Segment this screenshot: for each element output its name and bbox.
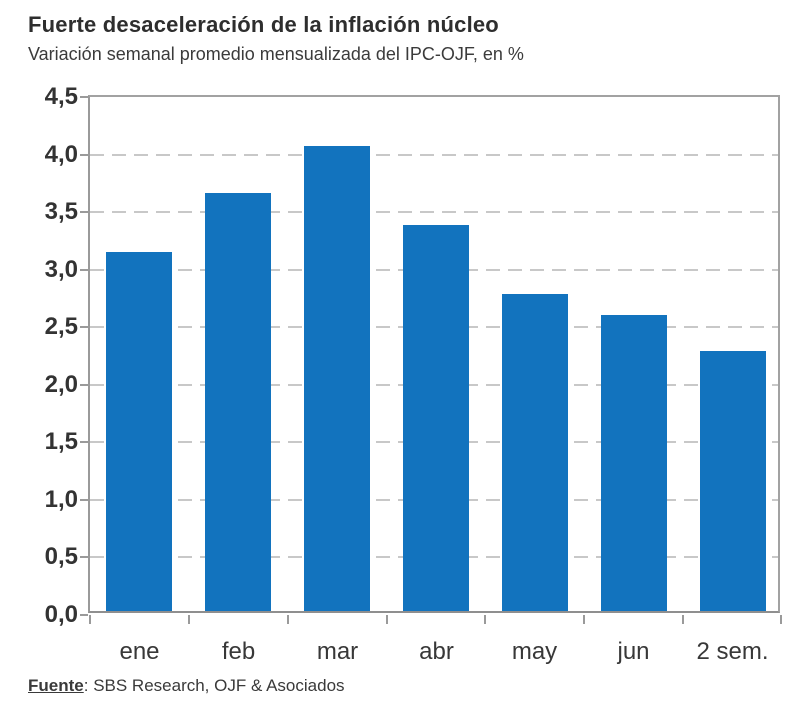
x-tick-label: may (511, 638, 558, 665)
gridline (90, 211, 778, 214)
y-axis-tick (80, 153, 88, 156)
y-axis-tick (80, 556, 88, 559)
x-tick-label: jun (617, 638, 650, 665)
bar-chart-plot-area: 0,0 0,5 1,0 1,5 2,0 2,5 3,0 3,5 4,0 4,5 ene feb mar a… (45, 85, 782, 665)
x-tick-label: feb (221, 638, 256, 665)
y-tick-label: 3,5 (44, 198, 78, 226)
x-axis-tick (89, 615, 91, 624)
x-tick-label: ene (119, 638, 160, 665)
x-axis-tick (188, 615, 190, 624)
x-tick-label: abr (419, 638, 454, 665)
y-axis-tick (80, 96, 88, 98)
y-tick-label: 4,5 (44, 83, 78, 110)
bar-mar (304, 146, 370, 611)
y-axis-tick (80, 268, 88, 271)
x-axis-tick (386, 615, 388, 624)
source-line: Fuente: SBS Research, OJF & Asociados (28, 676, 345, 696)
y-axis-tick (80, 326, 88, 329)
y-axis-tick (80, 498, 88, 501)
x-tick-label: 2 sem. (696, 638, 769, 665)
gridline (90, 153, 778, 156)
source-text: SBS Research, OJF & Asociados (93, 676, 345, 695)
y-tick-label: 0,5 (44, 543, 78, 571)
y-axis-tick (80, 441, 88, 444)
y-tick-label: 2,0 (44, 370, 78, 398)
y-tick-label: 3,0 (44, 255, 78, 283)
bar-feb (205, 193, 271, 611)
y-tick-label: 2,5 (44, 313, 78, 341)
y-tick-label: 4,0 (44, 140, 78, 168)
x-axis-tick (780, 615, 782, 624)
y-tick-label: 1,0 (44, 485, 78, 513)
bar-abr (403, 225, 469, 611)
bar-may (502, 294, 568, 611)
y-axis-tick (80, 211, 88, 214)
x-tick-label: mar (316, 638, 359, 665)
x-axis-tick (682, 615, 684, 624)
chart-title: Fuerte desaceleración de la inflación nú… (28, 12, 499, 37)
source-label: Fuente (28, 676, 84, 695)
x-axis-tick (484, 615, 486, 624)
y-axis-tick (80, 383, 88, 386)
source-separator: : (83, 676, 94, 695)
y-tick-label: 1,5 (44, 428, 78, 456)
x-axis-tick (287, 615, 289, 624)
bar-ene (106, 252, 172, 611)
y-tick-label: 0,0 (44, 601, 78, 628)
x-axis-tick (583, 615, 585, 624)
chart-subtitle: Variación semanal promedio mensualizada … (28, 44, 524, 64)
bar-2-sem- (700, 351, 766, 611)
y-axis-tick (80, 614, 88, 616)
bar-jun (601, 315, 667, 611)
